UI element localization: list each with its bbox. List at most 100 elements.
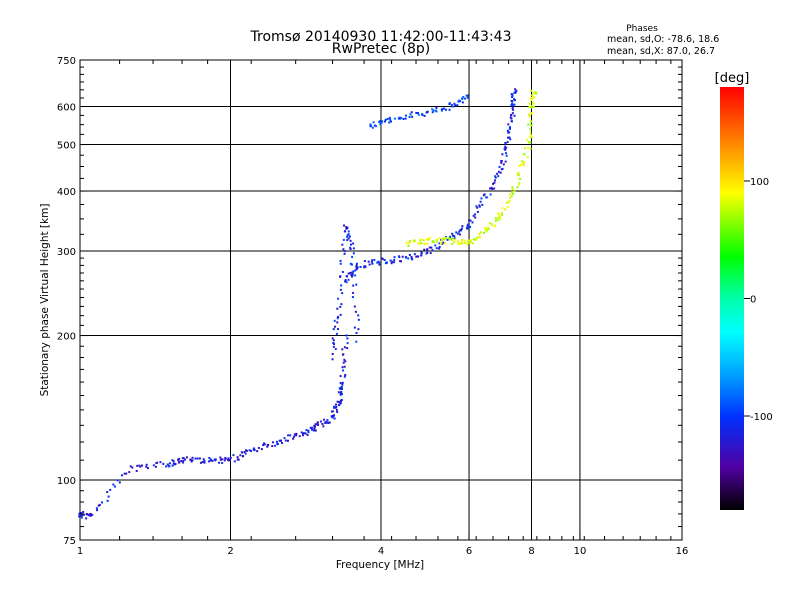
data-point bbox=[292, 437, 295, 440]
data-point bbox=[190, 460, 193, 463]
data-point bbox=[522, 162, 525, 165]
data-point bbox=[474, 213, 477, 216]
data-point bbox=[413, 240, 416, 243]
data-point bbox=[393, 256, 396, 259]
data-point bbox=[336, 400, 339, 403]
data-point bbox=[450, 104, 453, 107]
data-point bbox=[504, 208, 507, 211]
data-point bbox=[499, 171, 502, 174]
data-point bbox=[331, 410, 334, 413]
data-point bbox=[487, 227, 490, 230]
data-point bbox=[486, 226, 489, 229]
data-point bbox=[466, 96, 469, 99]
data-point bbox=[300, 431, 303, 434]
data-point bbox=[496, 219, 499, 222]
data-point bbox=[345, 226, 348, 229]
data-point bbox=[352, 270, 355, 273]
data-point bbox=[469, 226, 472, 229]
data-point bbox=[371, 262, 374, 265]
data-point bbox=[498, 218, 501, 221]
data-point bbox=[509, 116, 512, 119]
data-point bbox=[326, 421, 329, 424]
data-point bbox=[426, 242, 429, 245]
data-point bbox=[430, 246, 433, 249]
data-point bbox=[125, 472, 128, 475]
data-point bbox=[529, 131, 532, 134]
data-point bbox=[339, 375, 342, 378]
data-point bbox=[513, 99, 516, 102]
data-point bbox=[289, 434, 292, 437]
data-point bbox=[171, 464, 174, 467]
data-point bbox=[131, 466, 134, 469]
data-point bbox=[516, 186, 519, 189]
y-tick-label: 300 bbox=[57, 247, 76, 258]
data-point bbox=[352, 291, 355, 294]
y-tick-label: 500 bbox=[57, 141, 76, 152]
data-point bbox=[478, 236, 481, 239]
data-point bbox=[527, 146, 530, 149]
data-point bbox=[224, 457, 227, 460]
data-point bbox=[448, 102, 451, 105]
data-point bbox=[298, 435, 301, 438]
data-point bbox=[345, 275, 348, 278]
data-point bbox=[515, 89, 518, 92]
data-point bbox=[490, 223, 493, 226]
data-point bbox=[354, 269, 357, 272]
data-point bbox=[528, 102, 531, 105]
data-point bbox=[529, 134, 532, 137]
data-point bbox=[501, 153, 504, 156]
data-point bbox=[182, 459, 185, 462]
data-point bbox=[307, 429, 310, 432]
data-point bbox=[483, 231, 486, 234]
data-point bbox=[384, 118, 387, 121]
data-point bbox=[500, 213, 503, 216]
data-point bbox=[98, 503, 101, 506]
data-point bbox=[368, 263, 371, 266]
data-point bbox=[129, 465, 132, 468]
data-point bbox=[409, 113, 412, 116]
data-point bbox=[415, 111, 418, 114]
data-point bbox=[378, 263, 381, 266]
data-point bbox=[370, 260, 373, 263]
data-point bbox=[449, 238, 452, 241]
data-point bbox=[420, 252, 423, 255]
data-point bbox=[504, 145, 507, 148]
data-point bbox=[112, 483, 115, 486]
data-point bbox=[511, 191, 514, 194]
data-point bbox=[529, 135, 532, 138]
data-point bbox=[180, 460, 183, 463]
data-point bbox=[389, 120, 392, 123]
data-point bbox=[410, 257, 413, 260]
data-point bbox=[479, 200, 482, 203]
data-point bbox=[510, 114, 513, 117]
data-point bbox=[80, 512, 83, 515]
data-point bbox=[383, 258, 386, 261]
data-point bbox=[253, 449, 256, 452]
data-point bbox=[530, 98, 533, 101]
colorbar-tick-label: -100 bbox=[750, 412, 773, 423]
data-point bbox=[391, 260, 394, 263]
data-point bbox=[191, 459, 194, 462]
data-point bbox=[363, 266, 366, 269]
data-point bbox=[438, 242, 441, 245]
data-point bbox=[458, 233, 461, 236]
data-point bbox=[347, 237, 350, 240]
data-point bbox=[510, 99, 513, 102]
data-point bbox=[511, 95, 514, 98]
data-point bbox=[380, 257, 383, 260]
data-point bbox=[425, 111, 428, 114]
data-point bbox=[295, 434, 298, 437]
data-point bbox=[184, 458, 187, 461]
data-point bbox=[208, 456, 211, 459]
data-point bbox=[480, 197, 483, 200]
colorbar-tick-label: 100 bbox=[750, 177, 769, 188]
data-point bbox=[407, 245, 410, 248]
data-point bbox=[324, 420, 327, 423]
data-point bbox=[489, 187, 492, 190]
data-point bbox=[221, 462, 224, 465]
data-point bbox=[341, 292, 344, 295]
data-point bbox=[494, 219, 497, 222]
data-point bbox=[78, 512, 81, 515]
data-point bbox=[398, 116, 401, 119]
data-point bbox=[517, 183, 520, 186]
